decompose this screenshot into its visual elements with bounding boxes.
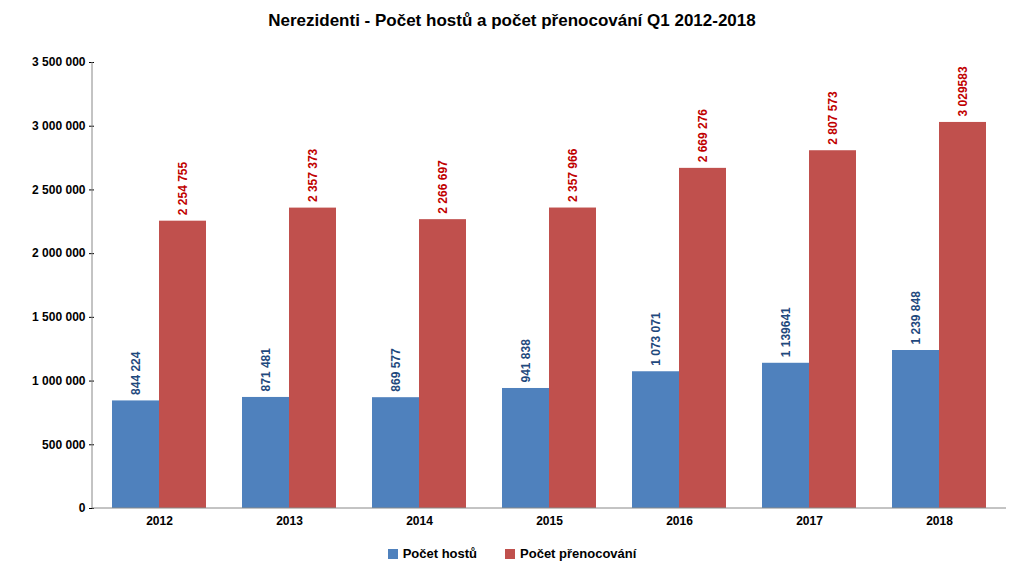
svg-text:3 029583: 3 029583 (956, 66, 970, 116)
svg-text:1 000 000: 1 000 000 (32, 374, 86, 388)
svg-text:2 357 966: 2 357 966 (566, 148, 580, 202)
svg-text:2014: 2014 (406, 514, 433, 528)
svg-text:2018: 2018 (926, 514, 953, 528)
svg-text:2015: 2015 (536, 514, 563, 528)
svg-text:1 139641: 1 139641 (779, 307, 793, 357)
svg-text:2 266 697: 2 266 697 (436, 160, 450, 214)
svg-text:1 239 848: 1 239 848 (909, 291, 923, 345)
html-text:Počet přenocování: Počet přenocování (520, 545, 637, 561)
svg-text:869 577: 869 577 (389, 348, 403, 392)
svg-text:2 500 000: 2 500 000 (32, 183, 86, 197)
svg-text:3 500 000: 3 500 000 (32, 55, 86, 69)
svg-text:0: 0 (79, 501, 86, 515)
svg-text:2 357 373: 2 357 373 (306, 148, 320, 202)
svg-text:2 807 573: 2 807 573 (826, 91, 840, 145)
svg-text:2 669 276: 2 669 276 (696, 109, 710, 163)
svg-text:500 000: 500 000 (42, 438, 86, 452)
svg-text:1 500 000: 1 500 000 (32, 310, 86, 324)
svg-text:3 000 000: 3 000 000 (32, 119, 86, 133)
svg-text:2016: 2016 (666, 514, 693, 528)
html-text:Nerezidenti - Počet hostů a po: Nerezidenti - Počet hostů a počet přenoc… (268, 11, 756, 30)
svg-text:2017: 2017 (796, 514, 823, 528)
svg-text:2 000 000: 2 000 000 (32, 246, 86, 260)
svg-text:2 254 755: 2 254 755 (176, 161, 190, 215)
svg-text:941 838: 941 838 (519, 339, 533, 383)
svg-text:2012: 2012 (146, 514, 173, 528)
svg-text:871 481: 871 481 (259, 348, 273, 392)
svg-text:844 224: 844 224 (129, 351, 143, 395)
svg-text:2013: 2013 (276, 514, 303, 528)
html-text:Počet hostů: Počet hostů (402, 545, 477, 561)
svg-text:1 073 071: 1 073 071 (649, 312, 663, 366)
